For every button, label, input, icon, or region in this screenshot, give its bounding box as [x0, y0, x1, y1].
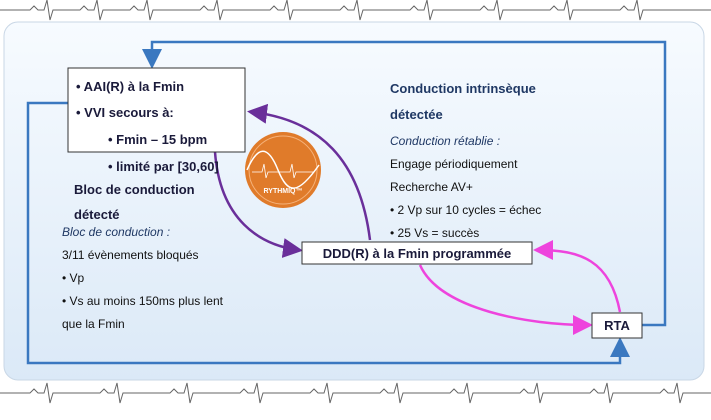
right-detail-title: Conduction rétablie : [390, 134, 500, 148]
left-detail-title: Bloc de conduction : [62, 225, 170, 239]
left-detail: 3/11 évènements bloqués [62, 248, 199, 262]
rta-label: RTA [604, 318, 630, 333]
logo-text: RYTHMIQ™ [263, 188, 302, 195]
ecg-bottom [0, 382, 711, 404]
right-detail: • 2 Vp sur 10 cycles = échec [390, 203, 541, 217]
right-heading: Conduction intrinsèque [390, 81, 536, 96]
right-detail: Engage périodiquement [390, 157, 518, 171]
right-heading: détectée [390, 107, 443, 122]
arrow-to-ddd [213, 151, 303, 258]
loop-arrow-right [142, 40, 667, 327]
left-detail: • Vs au moins 150ms plus lent [62, 294, 224, 308]
arrow-to-ddd-back [533, 240, 622, 313]
aai-box [67, 67, 246, 153]
arrow-to-rta [418, 264, 593, 335]
right-detail: • 25 Vs = succès [390, 226, 479, 240]
right-detail: Recherche AV+ [390, 180, 473, 194]
box-line: • Fmin – 15 bpm [108, 132, 207, 147]
left-heading: détecté [74, 207, 120, 222]
rta-box [591, 312, 643, 339]
left-heading: Bloc de conduction [74, 182, 195, 197]
ecg-top [0, 0, 711, 21]
box-line: • AAI(R) à la Fmin [76, 79, 184, 94]
loop-arrow-left [26, 101, 630, 365]
arrow-to-aai [247, 103, 372, 241]
left-detail: • Vp [62, 271, 85, 285]
ddd-label: DDD(R) à la Fmin programmée [323, 246, 512, 261]
ddd-box [301, 241, 533, 265]
left-detail: que la Fmin [62, 317, 125, 331]
box-line: • limité par [30,60] [108, 159, 219, 174]
box-line: • VVI secours à: [76, 105, 174, 120]
logo: RYTHMIQ™ [245, 132, 321, 208]
